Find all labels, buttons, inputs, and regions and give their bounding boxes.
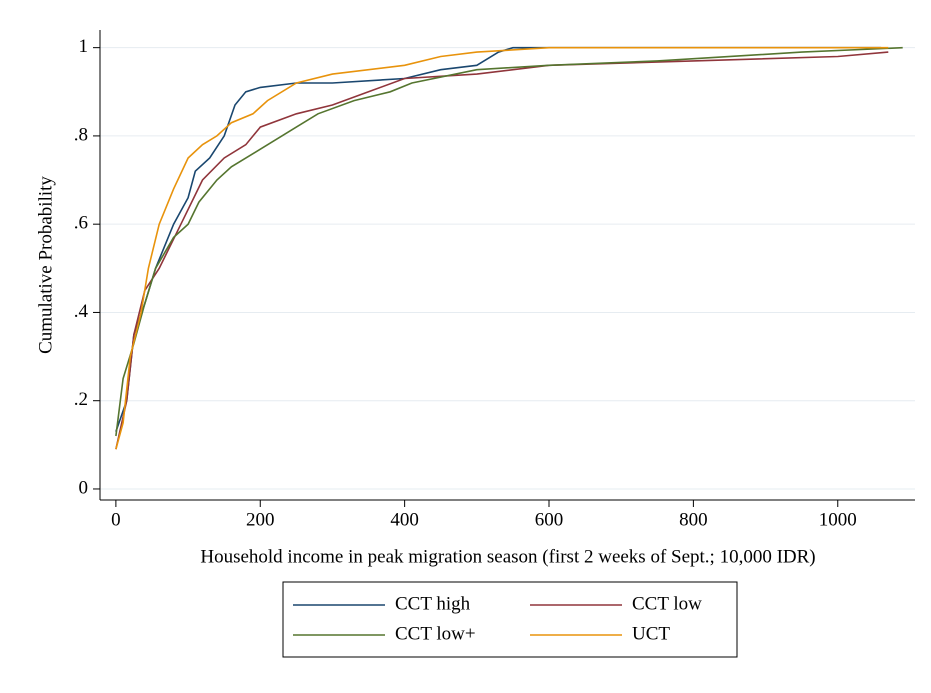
x-tick-label: 1000	[819, 509, 857, 530]
y-tick-label: 1	[79, 36, 89, 57]
y-tick-label: .6	[74, 213, 88, 234]
y-tick-label: .8	[74, 124, 88, 145]
series-line	[115, 46, 903, 437]
series-line	[115, 51, 889, 450]
legend-box	[282, 581, 738, 658]
y-tick-label: 0	[79, 477, 89, 498]
legend-label: CCT low	[632, 593, 702, 614]
x-tick-label: 800	[679, 509, 708, 530]
y-tick-label: .4	[74, 301, 89, 322]
legend-label: CCT low+	[395, 623, 476, 644]
x-tick-label: 600	[535, 509, 564, 530]
y-tick-label: .2	[74, 389, 88, 410]
x-axis-title: Household income in peak migration seaso…	[200, 546, 815, 567]
x-tick-label: 200	[246, 509, 275, 530]
x-tick-label: 0	[111, 509, 121, 530]
legend-label: UCT	[632, 623, 670, 644]
series-line	[115, 46, 882, 432]
y-axis-title: Cumulative Probability	[35, 176, 56, 354]
series-line	[115, 46, 889, 450]
legend-label: CCT high	[395, 593, 471, 614]
x-tick-label: 400	[390, 509, 419, 530]
